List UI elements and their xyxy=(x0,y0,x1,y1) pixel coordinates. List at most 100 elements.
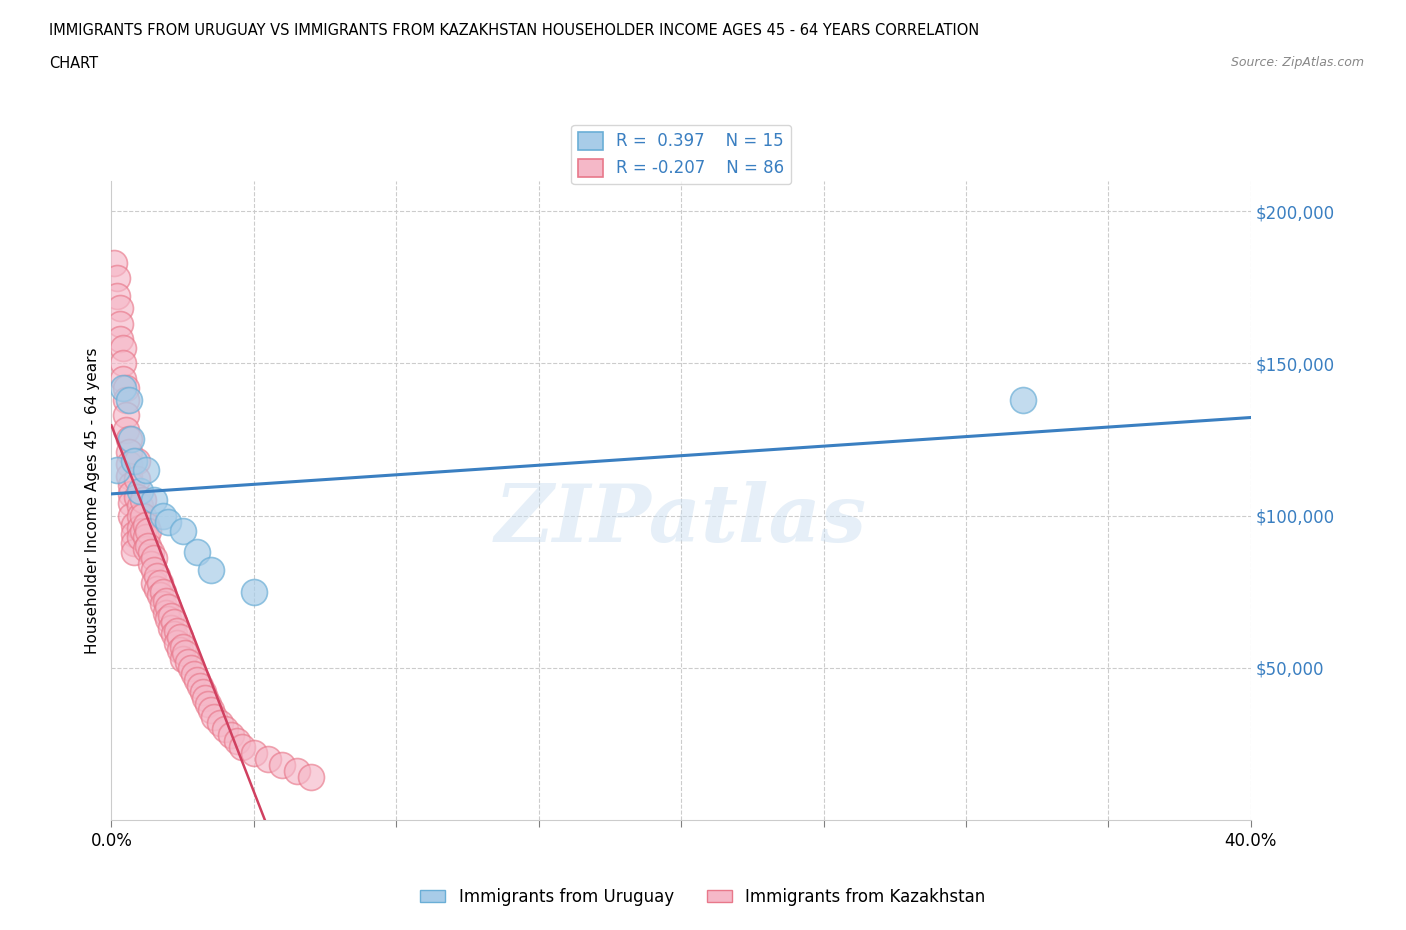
Point xyxy=(114,407,136,422)
Text: Source: ZipAtlas.com: Source: ZipAtlas.com xyxy=(1230,56,1364,69)
Point xyxy=(188,679,211,694)
Point xyxy=(169,630,191,644)
Point xyxy=(231,739,253,754)
Point xyxy=(202,709,225,724)
Point xyxy=(128,499,150,514)
Point xyxy=(214,722,236,737)
Point xyxy=(149,588,172,603)
Point xyxy=(120,496,142,511)
Point xyxy=(285,764,308,778)
Point xyxy=(117,432,139,447)
Point xyxy=(163,615,186,630)
Point xyxy=(149,575,172,590)
Point xyxy=(186,545,208,560)
Point xyxy=(117,445,139,459)
Text: IMMIGRANTS FROM URUGUAY VS IMMIGRANTS FROM KAZAKHSTAN HOUSEHOLDER INCOME AGES 45: IMMIGRANTS FROM URUGUAY VS IMMIGRANTS FR… xyxy=(49,23,980,38)
Point xyxy=(128,508,150,523)
Point xyxy=(155,605,177,620)
Point xyxy=(141,545,163,560)
Point xyxy=(105,289,128,304)
Point xyxy=(146,569,169,584)
Point xyxy=(111,371,134,386)
Point xyxy=(183,667,205,682)
Point xyxy=(128,484,150,498)
Point xyxy=(243,746,266,761)
Legend: Immigrants from Uruguay, Immigrants from Kazakhstan: Immigrants from Uruguay, Immigrants from… xyxy=(413,881,993,912)
Point xyxy=(197,697,219,711)
Point xyxy=(120,486,142,501)
Point xyxy=(172,651,194,666)
Point xyxy=(108,331,131,346)
Point xyxy=(111,356,134,371)
Point xyxy=(122,517,145,532)
Point xyxy=(108,301,131,316)
Point xyxy=(194,691,217,706)
Point xyxy=(135,517,157,532)
Point xyxy=(174,645,197,660)
Point xyxy=(128,529,150,544)
Point xyxy=(169,642,191,657)
Point xyxy=(219,727,242,742)
Point xyxy=(117,392,139,407)
Point xyxy=(105,462,128,477)
Point xyxy=(160,621,183,636)
Point xyxy=(103,256,125,271)
Point xyxy=(135,462,157,477)
Point xyxy=(132,493,155,508)
Point xyxy=(180,660,202,675)
Point xyxy=(120,478,142,493)
Point xyxy=(132,524,155,538)
Point xyxy=(225,734,247,749)
Point xyxy=(138,538,160,553)
Point xyxy=(125,472,148,486)
Point xyxy=(132,508,155,523)
Point xyxy=(157,514,180,529)
Point xyxy=(125,490,148,505)
Point xyxy=(122,526,145,541)
Point xyxy=(141,557,163,572)
Point xyxy=(135,541,157,556)
Point xyxy=(299,770,322,785)
Point xyxy=(157,612,180,627)
Point xyxy=(117,457,139,472)
Point xyxy=(125,453,148,468)
Point xyxy=(122,536,145,551)
Point xyxy=(160,608,183,623)
Point xyxy=(138,524,160,538)
Point xyxy=(1012,392,1035,407)
Point xyxy=(208,715,231,730)
Point xyxy=(114,392,136,407)
Point xyxy=(122,545,145,560)
Point xyxy=(135,529,157,544)
Point xyxy=(257,751,280,766)
Point xyxy=(128,520,150,535)
Point xyxy=(143,563,166,578)
Point xyxy=(186,672,208,687)
Point xyxy=(200,703,222,718)
Point xyxy=(163,627,186,642)
Text: CHART: CHART xyxy=(49,56,98,71)
Point xyxy=(152,584,174,599)
Point xyxy=(117,469,139,484)
Point xyxy=(120,508,142,523)
Point xyxy=(200,563,222,578)
Text: ZIPatlas: ZIPatlas xyxy=(495,481,868,558)
Point xyxy=(114,380,136,395)
Point xyxy=(191,684,214,699)
Point xyxy=(143,575,166,590)
Point xyxy=(114,423,136,438)
Point xyxy=(122,453,145,468)
Point xyxy=(166,624,188,639)
Point xyxy=(143,493,166,508)
Point xyxy=(172,524,194,538)
Point xyxy=(143,551,166,565)
Point xyxy=(172,639,194,654)
Point xyxy=(111,340,134,355)
Point xyxy=(105,271,128,286)
Point xyxy=(155,593,177,608)
Point xyxy=(166,636,188,651)
Point xyxy=(146,581,169,596)
Point xyxy=(177,655,200,670)
Point xyxy=(108,316,131,331)
Point xyxy=(120,432,142,447)
